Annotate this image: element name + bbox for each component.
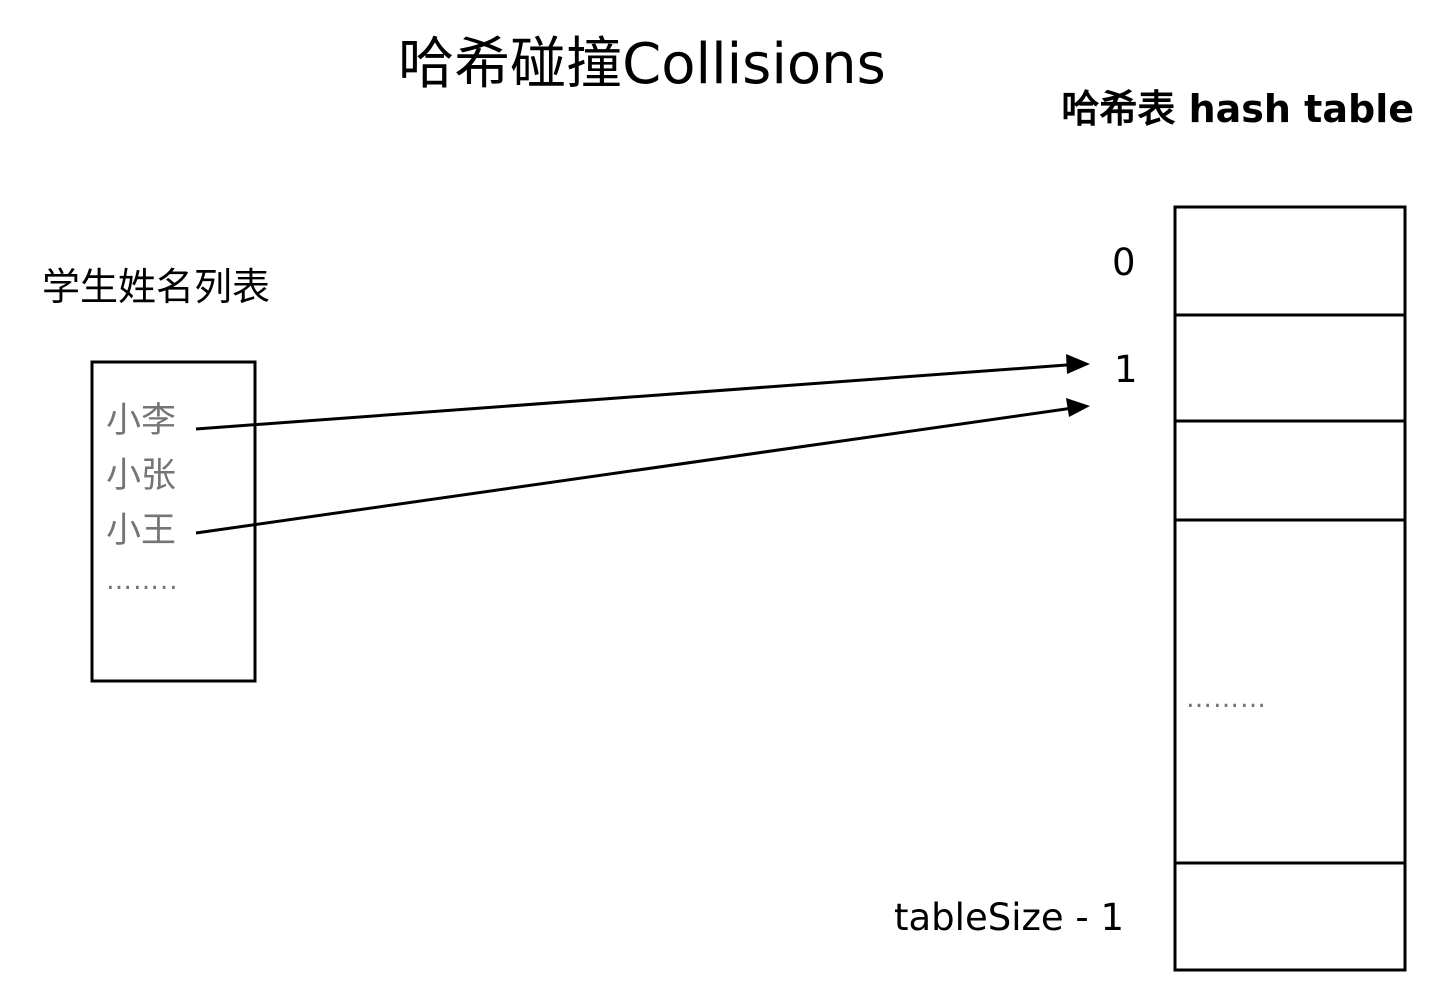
student-list-title: 学生姓名列表 xyxy=(42,265,271,309)
student-name-xiaowang: 小王 xyxy=(106,511,177,551)
student-list-ellipsis: …….. xyxy=(106,566,179,596)
arrow-xiaowang-to-slot-1 xyxy=(195,403,1081,535)
index-label-0: 0 xyxy=(1112,241,1136,284)
index-label-1: 1 xyxy=(1114,348,1138,391)
hash-table-middle-ellipsis: ……… xyxy=(1186,684,1267,714)
arrowhead-1 xyxy=(1066,354,1090,374)
index-label-last: tableSize - 1 xyxy=(894,896,1125,939)
hash-table-title: 哈希表 hash table xyxy=(1061,87,1414,131)
arrow-xiaoli-to-slot-1 xyxy=(195,359,1081,431)
hash-table-box xyxy=(1173,205,1407,972)
student-list-box xyxy=(90,360,257,683)
diagram-title: 哈希碰撞Collisions xyxy=(398,32,886,97)
arrowhead-2 xyxy=(1066,398,1090,417)
student-name-xiaoli: 小李 xyxy=(106,401,177,441)
student-name-xiaozhang: 小张 xyxy=(106,456,177,496)
